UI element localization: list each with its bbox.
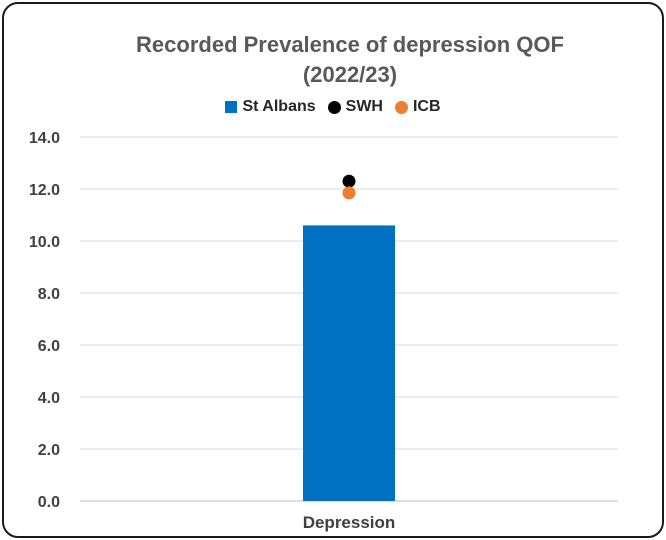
y-tick-label: 8.0 [38, 286, 60, 303]
legend-item-swh: SWH [327, 98, 383, 116]
y-tick-label: 14.0 [29, 130, 60, 147]
chart-title-line1: Recorded Prevalence of depression QOF [136, 32, 564, 57]
legend-label-st-albans: St Albans [242, 98, 316, 115]
marker-icb [342, 186, 356, 200]
chart-title-line2: (2022/23) [302, 62, 398, 87]
chart-title: Recorded Prevalence of depression QOF (2… [0, 30, 666, 90]
y-tick-label: 4.0 [38, 390, 60, 407]
legend-item-icb: ICB [394, 98, 441, 116]
chart-legend: St Albans SWH ICB [0, 98, 666, 116]
legend-swatch-swh [327, 100, 341, 114]
legend-swatch-icb [394, 100, 408, 114]
y-tick-label: 12.0 [29, 182, 60, 199]
legend-label-swh: SWH [345, 98, 383, 115]
y-tick-label: 10.0 [29, 234, 60, 251]
x-category-label: Depression [303, 513, 396, 532]
y-tick-label: 6.0 [38, 338, 60, 355]
legend-label-icb: ICB [412, 98, 441, 115]
legend-item-st-albans: St Albans [225, 98, 316, 116]
marker-swh [342, 174, 356, 188]
y-tick-label: 2.0 [38, 442, 60, 459]
bar-st-albans [303, 225, 395, 501]
legend-swatch-st-albans [225, 101, 238, 113]
y-tick-label: 0.0 [38, 494, 60, 511]
